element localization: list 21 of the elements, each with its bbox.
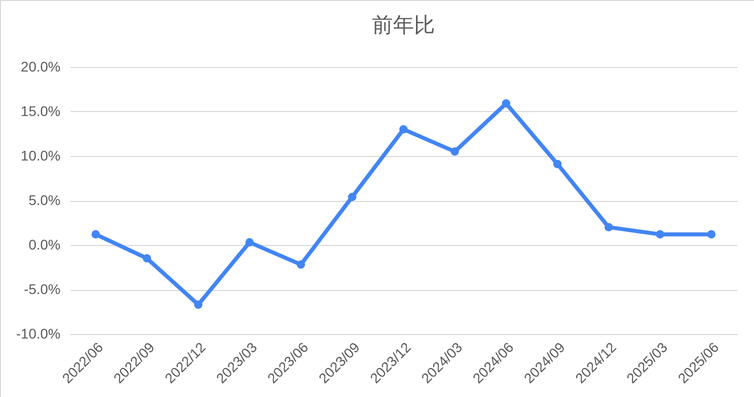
- chart-title: 前年比: [372, 14, 435, 37]
- point: [245, 238, 254, 247]
- point: [553, 160, 562, 168]
- point: [604, 223, 613, 232]
- point: [450, 147, 459, 156]
- point: [194, 300, 202, 309]
- point: [142, 254, 152, 263]
- point: [348, 192, 356, 202]
- y-tick-label: -10.0%: [16, 326, 60, 342]
- y-tick-label: 10.0%: [20, 148, 60, 164]
- y-tick-label: 20.0%: [20, 58, 60, 74]
- point: [91, 230, 100, 238]
- y-tick-label: 5.0%: [28, 192, 60, 208]
- point: [707, 230, 716, 238]
- y-tick-label: -5.0%: [24, 281, 60, 297]
- point: [296, 260, 306, 269]
- point: [399, 125, 408, 134]
- point: [502, 99, 510, 108]
- point: [656, 230, 664, 238]
- y-tick-label: 0.0%: [28, 236, 60, 252]
- y-tick-label: 15.0%: [20, 103, 60, 119]
